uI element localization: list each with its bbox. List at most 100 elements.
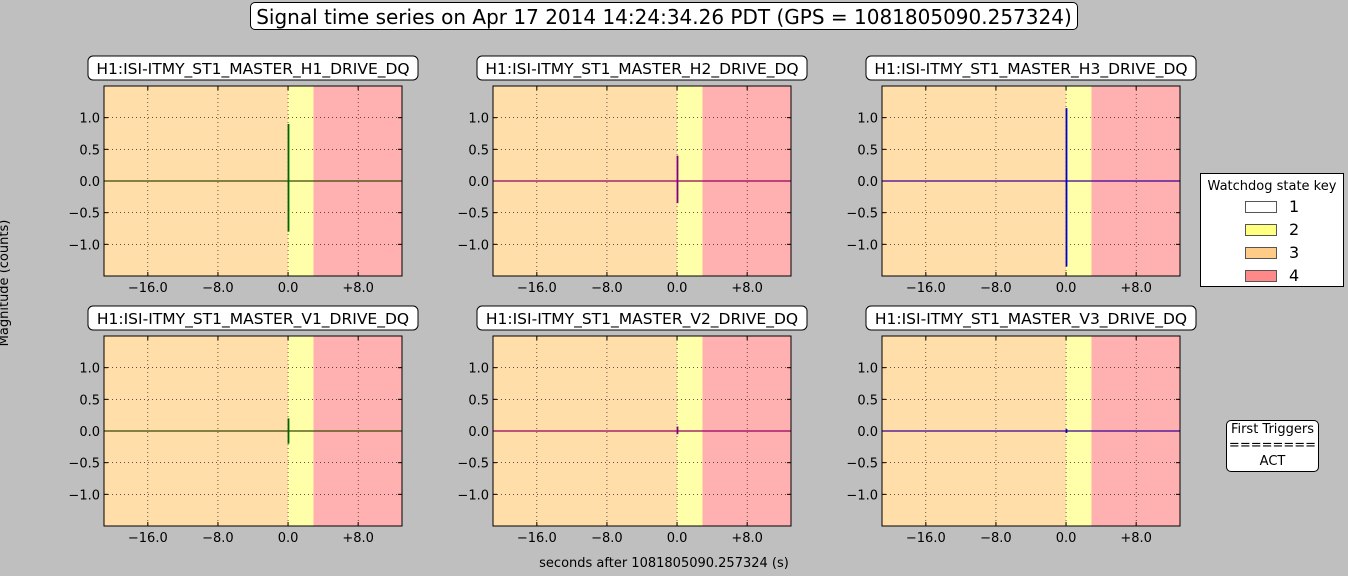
y-tick-label: 1.0 [468, 362, 489, 377]
x-tick-label: 0.0 [1056, 281, 1077, 296]
chart-panel: −16.0 −8.0 0.0 +8.0 1.0 0.5 0.0 −0.5 −1.0 H1:ISI-… [457, 305, 808, 546]
x-tick-label: +8.0 [1120, 281, 1152, 296]
x-axis-label: seconds after 1081805090.257324 (s) [539, 556, 789, 571]
plot-frame [103, 85, 403, 277]
y-tick-label: 0.0 [857, 175, 878, 190]
watchdog-legend: Watchdog state key 1 2 3 4 [1200, 173, 1344, 287]
y-tick-label: −0.5 [846, 457, 878, 472]
legend-entry: 3 [1201, 242, 1343, 265]
y-tick-label: 0.0 [79, 425, 100, 440]
x-tick-label: −8.0 [202, 281, 234, 296]
first-triggers-box: First Triggers ======== ACT [1226, 420, 1319, 472]
legend-entry: 4 [1201, 265, 1343, 288]
x-tick-label: 0.0 [667, 281, 688, 296]
x-tick-label: −16.0 [906, 531, 946, 546]
y-tick-label: 0.0 [468, 175, 489, 190]
y-tick-label: 0.5 [857, 393, 878, 408]
x-tick-label: −8.0 [202, 531, 234, 546]
chart-panel: −16.0 −8.0 0.0 +8.0 1.0 0.5 0.0 −0.5 −1.0 H1:ISI-… [457, 55, 808, 296]
x-tick-label: −16.0 [128, 531, 168, 546]
x-tick-label: −8.0 [980, 281, 1012, 296]
figure-title: Signal time series on Apr 17 2014 14:24:… [250, 2, 1078, 30]
y-tick-label: 0.5 [468, 393, 489, 408]
y-tick-label: −1.0 [846, 238, 878, 253]
plot-frame [103, 335, 403, 527]
x-tick-label: +8.0 [731, 281, 763, 296]
x-tick-label: 0.0 [1056, 531, 1077, 546]
plot-frame [881, 335, 1181, 527]
x-tick-label: −8.0 [591, 281, 623, 296]
panel-title: H1:ISI-ITMY_ST1_MASTER_H3_DRIVE_DQ [874, 60, 1187, 79]
y-tick-label: 0.0 [468, 425, 489, 440]
y-tick-label: −0.5 [846, 207, 878, 222]
chart-panel: −16.0 −8.0 0.0 +8.0 1.0 0.5 0.0 −0.5 −1.0 H1:ISI-… [846, 305, 1197, 546]
y-tick-label: −1.0 [457, 488, 489, 503]
x-tick-label: +8.0 [342, 531, 374, 546]
legend-swatch [1245, 270, 1277, 282]
x-tick-label: 0.0 [278, 531, 299, 546]
panel-title-box [865, 305, 1197, 331]
y-tick-label: 0.0 [857, 425, 878, 440]
y-tick-label: 0.5 [468, 143, 489, 158]
y-tick-label: −0.5 [457, 457, 489, 472]
legend-label: 4 [1289, 266, 1300, 285]
plot-frame [492, 335, 792, 527]
y-tick-label: 1.0 [79, 112, 100, 127]
legend-swatch [1245, 224, 1277, 236]
x-tick-label: −16.0 [517, 531, 557, 546]
x-tick-label: −8.0 [591, 531, 623, 546]
y-tick-label: −0.5 [457, 207, 489, 222]
y-tick-label: 1.0 [857, 362, 878, 377]
panel-title: H1:ISI-ITMY_ST1_MASTER_V2_DRIVE_DQ [486, 310, 798, 329]
triggers-separator: ======== [1228, 438, 1317, 453]
y-tick-label: 1.0 [468, 112, 489, 127]
x-tick-label: +8.0 [342, 281, 374, 296]
y-tick-label: −1.0 [68, 488, 100, 503]
y-tick-label: −1.0 [846, 488, 878, 503]
y-tick-label: −1.0 [457, 238, 489, 253]
panel-title: H1:ISI-ITMY_ST1_MASTER_H1_DRIVE_DQ [96, 60, 409, 79]
x-tick-label: −8.0 [980, 531, 1012, 546]
chart-panel: −16.0 −8.0 0.0 +8.0 1.0 0.5 0.0 −0.5 −1.0 H1:ISI-… [68, 55, 419, 296]
triggers-value: ACT [1259, 454, 1286, 469]
y-tick-label: 1.0 [857, 112, 878, 127]
y-axis-label: Magnitude (counts) [0, 219, 12, 347]
panel-title: H1:ISI-ITMY_ST1_MASTER_H2_DRIVE_DQ [485, 60, 798, 79]
panel-title-box [87, 55, 419, 81]
legend-label: 3 [1289, 243, 1300, 262]
panel-title-box [476, 305, 808, 331]
y-tick-label: 0.5 [79, 143, 100, 158]
plot-frame [881, 85, 1181, 277]
y-tick-label: 0.5 [857, 143, 878, 158]
legend-swatch [1245, 247, 1277, 259]
chart-panel: −16.0 −8.0 0.0 +8.0 1.0 0.5 0.0 −0.5 −1.0 H1:ISI-… [846, 55, 1197, 296]
y-tick-label: −0.5 [68, 207, 100, 222]
panel-title-box [87, 305, 419, 331]
y-tick-label: 0.0 [79, 175, 100, 190]
x-tick-label: 0.0 [667, 531, 688, 546]
legend-label: 2 [1289, 220, 1300, 239]
legend-label: 1 [1289, 197, 1300, 216]
panel-title: H1:ISI-ITMY_ST1_MASTER_V3_DRIVE_DQ [875, 310, 1187, 329]
legend-entry: 1 [1201, 196, 1343, 219]
chart-panel: −16.0 −8.0 0.0 +8.0 1.0 0.5 0.0 −0.5 −1.0 H1:ISI-… [68, 305, 419, 546]
panel-title-box [865, 55, 1197, 81]
panel-title: H1:ISI-ITMY_ST1_MASTER_V1_DRIVE_DQ [97, 310, 409, 329]
x-tick-label: +8.0 [1120, 531, 1152, 546]
legend-title: Watchdog state key [1207, 179, 1337, 194]
plot-frame [492, 85, 792, 277]
y-tick-label: −0.5 [68, 457, 100, 472]
y-tick-label: 1.0 [79, 362, 100, 377]
x-tick-label: −16.0 [517, 281, 557, 296]
triggers-title: First Triggers [1230, 422, 1315, 437]
y-tick-label: −1.0 [68, 238, 100, 253]
x-tick-label: −16.0 [906, 281, 946, 296]
x-tick-label: +8.0 [731, 531, 763, 546]
legend-swatch [1245, 201, 1277, 213]
y-tick-label: 0.5 [79, 393, 100, 408]
legend-entry: 2 [1201, 219, 1343, 242]
panel-title-box [476, 55, 808, 81]
x-tick-label: 0.0 [278, 281, 299, 296]
x-tick-label: −16.0 [128, 281, 168, 296]
